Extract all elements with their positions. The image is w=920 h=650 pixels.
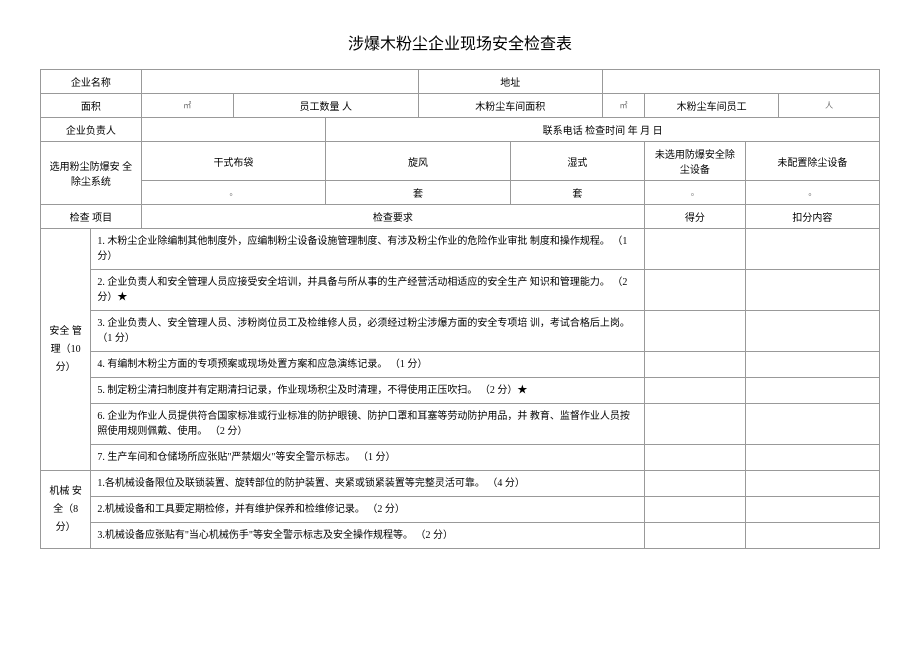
address-label: 地址 [418, 70, 603, 94]
dust-room-area-label: 木粉尘车间面积 [418, 94, 603, 118]
dry-bag-label: 干式布袋 [141, 142, 326, 181]
company-name-label: 企业名称 [41, 70, 142, 94]
category-mech-safety: 机械 安全（8 分） [41, 471, 91, 549]
deduction-1-1 [745, 229, 879, 270]
deduction-2-2 [745, 497, 879, 523]
no-dust-removal-label: 未配置除尘设备 [745, 142, 879, 181]
wet-value: 套 [510, 181, 644, 205]
score-2-1 [645, 471, 746, 497]
col-check-requirement: 检查要求 [141, 205, 644, 229]
address-value [603, 70, 880, 94]
item-1-5: 5. 制定粉尘清扫制度并有定期清扫记录，作业现场积尘及时清理，不得使用正压吹扫。… [91, 378, 645, 404]
deduction-1-2 [745, 270, 879, 311]
dust-room-staff-value: 人 [779, 94, 880, 118]
item-1-7: 7. 生产车间和仓储场所应张贴"严禁烟火"等安全警示标志。 （1 分） [91, 445, 645, 471]
checklist-table: 企业名称 地址 面积 ㎡ 员工数量 人 木粉尘车间面积 ㎡ 木粉尘车间员工 人 … [40, 69, 880, 549]
score-2-2 [645, 497, 746, 523]
item-1-3: 3. 企业负责人、安全管理人员、涉粉岗位员工及检维修人员，必须经过粉尘涉爆方面的… [91, 311, 645, 352]
manager-label: 企业负责人 [41, 118, 142, 142]
company-name-value [141, 70, 418, 94]
manager-value [141, 118, 326, 142]
item-1-4: 4. 有编制木粉尘方面的专项预案或现场处置方案和应急演练记录。 （1 分） [91, 352, 645, 378]
no-dust-removal-value: 。 [745, 181, 879, 205]
deduction-1-4 [745, 352, 879, 378]
item-1-6: 6. 企业为作业人员提供符合国家标准或行业标准的防护眼镜、防护口罩和耳塞等劳动防… [91, 404, 645, 445]
score-1-2 [645, 270, 746, 311]
area-value: ㎡ [141, 94, 233, 118]
deduction-1-7 [745, 445, 879, 471]
score-1-5 [645, 378, 746, 404]
col-check-item: 检查 项目 [41, 205, 142, 229]
col-deduction: 扣分内容 [745, 205, 879, 229]
deduction-2-1 [745, 471, 879, 497]
contact-check-time: 联系电话 检查时间 年 月 日 [326, 118, 880, 142]
dust-system-label: 选用粉尘防爆安 全除尘系统 [41, 142, 142, 205]
item-2-2: 2.机械设备和工具要定期检修，并有维护保养和检维修记录。 （2 分） [91, 497, 645, 523]
employee-count-label: 员工数量 人 [233, 94, 418, 118]
score-2-3 [645, 523, 746, 549]
no-explosion-proof-label: 未选用防爆安全除尘设备 [645, 142, 746, 181]
item-2-1: 1.各机械设备限位及联锁装置、旋转部位的防护装置、夹紧或锁紧装置等完整灵活可靠。… [91, 471, 645, 497]
dry-bag-value: 。 [141, 181, 326, 205]
item-1-2: 2. 企业负责人和安全管理人员应接受安全培训，并具备与所从事的生产经营活动相适应… [91, 270, 645, 311]
no-explosion-proof-value: 。 [645, 181, 746, 205]
dust-room-area-value: ㎡ [603, 94, 645, 118]
item-1-1: 1. 木粉尘企业除编制其他制度外，应编制粉尘设备设施管理制度、有涉及粉尘作业的危… [91, 229, 645, 270]
item-2-3: 3.机械设备应张贴有"当心机械伤手"等安全警示标志及安全操作规程等。 （2 分） [91, 523, 645, 549]
score-1-7 [645, 445, 746, 471]
deduction-1-6 [745, 404, 879, 445]
deduction-1-5 [745, 378, 879, 404]
deduction-1-3 [745, 311, 879, 352]
col-score: 得分 [645, 205, 746, 229]
score-1-1 [645, 229, 746, 270]
cyclone-value: 套 [326, 181, 511, 205]
area-label: 面积 [41, 94, 142, 118]
wet-label: 湿式 [510, 142, 644, 181]
page-title: 涉爆木粉尘企业现场安全检查表 [40, 30, 880, 54]
category-safety-mgmt: 安全 管理（10分） [41, 229, 91, 471]
dust-room-staff-label: 木粉尘车间员工 [645, 94, 779, 118]
score-1-6 [645, 404, 746, 445]
deduction-2-3 [745, 523, 879, 549]
score-1-4 [645, 352, 746, 378]
cyclone-label: 旋风 [326, 142, 511, 181]
score-1-3 [645, 311, 746, 352]
